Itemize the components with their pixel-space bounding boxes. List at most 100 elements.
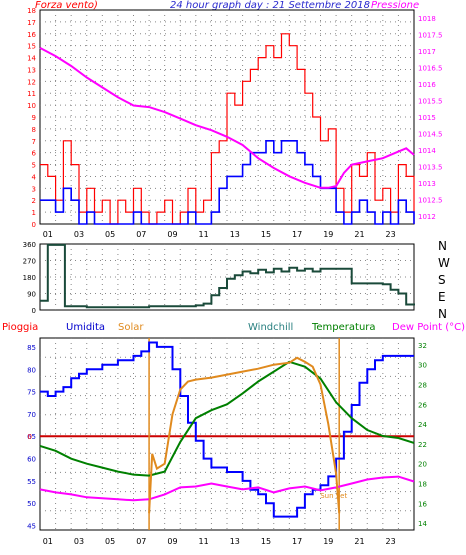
humidity-axis-tick-label: 65 xyxy=(27,433,36,441)
x-axis-tick-label: 19 xyxy=(323,537,333,546)
temperature-axis-tick-label: 26 xyxy=(418,401,427,409)
pressure-axis-tick-label: 1012.5 xyxy=(418,196,443,204)
sun-set-label: Sun Set xyxy=(320,492,347,500)
temperature-axis-tick-label: 18 xyxy=(418,480,427,488)
x-axis-tick-label: 03 xyxy=(74,537,84,546)
x-axis-tick-label: 09 xyxy=(167,537,177,546)
pressure-axis-tick-label: 1013.5 xyxy=(418,163,443,171)
humidity-axis-tick-label: 55 xyxy=(27,478,36,486)
wind-axis-tick-label: 16 xyxy=(27,31,36,39)
x-axis-tick-label: 21 xyxy=(354,537,364,546)
wind-axis-tick-label: 6 xyxy=(32,150,37,158)
humidity-axis-tick-label: 85 xyxy=(27,344,36,352)
pressure-axis-tick-label: 1016 xyxy=(418,81,436,89)
humidity-axis-tick-label: 50 xyxy=(27,500,36,508)
wind-axis-tick-label: 13 xyxy=(27,66,36,74)
wind-axis-tick-label: 11 xyxy=(27,90,36,98)
temperature-axis-tick-label: 30 xyxy=(418,362,427,370)
x-axis-tick-label: 01 xyxy=(43,537,53,546)
x-axis-tick-label: 01 xyxy=(43,230,53,239)
temperature-axis-tick-label: 16 xyxy=(418,500,427,508)
pressure-axis-tick-label: 1013 xyxy=(418,180,436,188)
direction-letter: N xyxy=(438,307,447,321)
direction-axis-tick-label: 360 xyxy=(23,241,36,249)
series-line-humidity xyxy=(40,341,414,518)
wind-axis-tick-label: 4 xyxy=(32,173,37,181)
x-axis-tick-label: 15 xyxy=(261,537,271,546)
chart-title: 24 hour graph day : 21 Settembre 2018 xyxy=(170,0,370,11)
humidity-axis-tick-label: 80 xyxy=(27,366,36,374)
x-axis-tick-label: 21 xyxy=(354,230,364,239)
x-axis-tick-label: 07 xyxy=(136,537,146,546)
wind-axis-tick-label: 9 xyxy=(32,114,36,122)
x-axis-tick-label: 17 xyxy=(292,230,302,239)
x-axis-tick-label: 07 xyxy=(136,230,146,239)
legend-item: Windchill xyxy=(248,322,293,333)
humidity-axis-tick-label: 75 xyxy=(27,389,36,397)
wind-axis-tick-label: 3 xyxy=(32,185,36,193)
legend-item: Solar xyxy=(118,322,144,333)
pressure-axis-tick-label: 1017.5 xyxy=(418,32,443,40)
x-axis-tick-label: 23 xyxy=(386,537,396,546)
series-line-dewpoint xyxy=(39,475,415,502)
temperature-axis-tick-label: 24 xyxy=(418,421,427,429)
humidity-axis-tick-label: 70 xyxy=(27,411,36,419)
temperature-axis-tick-label: 28 xyxy=(418,382,427,390)
temperature-axis-tick-label: 14 xyxy=(418,520,427,528)
series-line-temperature xyxy=(39,360,415,477)
wind-axis-label: Forza vento) xyxy=(35,0,98,11)
wind-axis-tick-label: 5 xyxy=(32,162,36,170)
temperature-axis-tick-label: 22 xyxy=(418,441,427,449)
x-axis-tick-label: 03 xyxy=(74,230,84,239)
direction-axis-tick-label: 270 xyxy=(23,258,36,266)
direction-axis-tick-label: 0 xyxy=(32,307,36,315)
pressure-axis-tick-label: 1016.5 xyxy=(418,65,443,73)
pressure-axis-tick-label: 1017 xyxy=(418,48,436,56)
temperature-axis-tick-label: 32 xyxy=(418,342,427,350)
direction-letter: N xyxy=(438,239,447,253)
series-line-wind xyxy=(40,140,415,225)
x-axis-tick-label: 19 xyxy=(323,230,333,239)
x-axis-tick-label: 11 xyxy=(199,230,209,239)
pressure-axis-tick-label: 1014 xyxy=(418,147,436,155)
wind-axis-tick-label: 0 xyxy=(32,221,36,229)
humidity-axis-tick-label: 60 xyxy=(27,456,36,464)
humidity-axis-tick-label: 45 xyxy=(27,523,36,531)
x-axis-tick-label: 09 xyxy=(167,230,177,239)
x-axis-tick-label: 13 xyxy=(230,230,240,239)
direction-plot-area xyxy=(39,243,415,311)
legend-item: Temperatura xyxy=(311,322,376,333)
legend-item: Pioggia xyxy=(2,322,38,333)
wind-axis-tick-label: 1 xyxy=(32,209,36,217)
wind-axis-tick-label: 15 xyxy=(27,43,36,51)
x-axis-tick-label: 05 xyxy=(105,537,115,546)
wind-axis-tick-label: 17 xyxy=(27,19,36,27)
pressure-axis-tick-label: 1012 xyxy=(418,213,436,221)
legend-item: Dew Point (°C) xyxy=(392,322,465,333)
x-axis-tick-label: 11 xyxy=(199,537,209,546)
direction-axis-tick-label: 180 xyxy=(23,274,36,282)
x-axis-tick-label: 17 xyxy=(292,537,302,546)
pressure-axis-tick-label: 1015 xyxy=(418,114,436,122)
wind-axis-tick-label: 18 xyxy=(27,7,36,15)
rain-value-label: 0 xyxy=(28,433,32,441)
direction-letter: S xyxy=(438,273,446,287)
wind-axis-tick-label: 7 xyxy=(32,138,36,146)
temperature-axis-tick-label: 20 xyxy=(418,461,427,469)
wind-axis-tick-label: 12 xyxy=(27,78,36,86)
direction-letter: W xyxy=(438,256,450,270)
wind-axis-tick-label: 14 xyxy=(27,55,36,63)
pressure-axis-tick-label: 1018 xyxy=(418,15,436,23)
x-axis-tick-label: 13 xyxy=(230,537,240,546)
pressure-axis-tick-label: 1015.5 xyxy=(418,98,443,106)
series-line-direction xyxy=(40,243,415,309)
x-axis-tick-label: 15 xyxy=(261,230,271,239)
series-line-solar xyxy=(148,356,341,514)
wind-axis-tick-label: 2 xyxy=(32,197,36,205)
x-axis-tick-label: 05 xyxy=(105,230,115,239)
direction-axis-tick-label: 90 xyxy=(27,291,36,299)
wind-axis-tick-label: 8 xyxy=(32,126,36,134)
series-line-pressure xyxy=(39,47,415,189)
